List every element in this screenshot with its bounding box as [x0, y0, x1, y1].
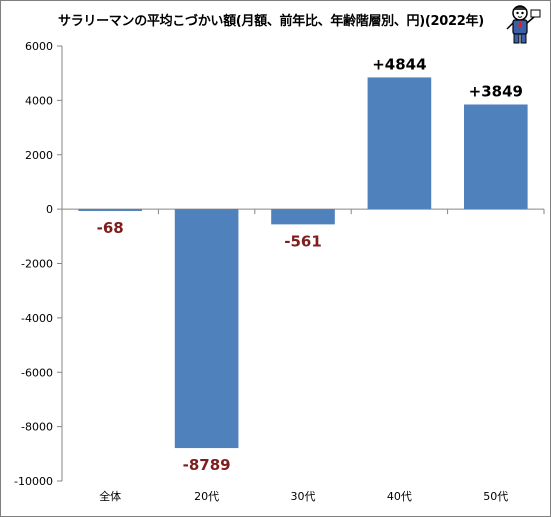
- data-label-5: +3849: [469, 82, 523, 100]
- y-tick-label: 4000: [25, 94, 53, 107]
- data-label-4: +4844: [372, 55, 426, 73]
- x-tick-label: 全体: [99, 489, 121, 503]
- bar-3: [271, 209, 335, 225]
- y-tick-label: -10000: [14, 475, 53, 488]
- y-tick-label: -6000: [21, 366, 53, 379]
- y-tick-label: 6000: [25, 40, 53, 53]
- y-tick-label: 2000: [25, 149, 53, 162]
- bar-1: [78, 209, 143, 211]
- data-label-3: -561: [284, 232, 322, 250]
- bar-5: [463, 104, 528, 210]
- bar-4: [367, 77, 432, 210]
- y-tick-label: -2000: [21, 258, 53, 271]
- y-tick-label: -8000: [21, 421, 53, 434]
- x-tick-label: 30代: [291, 490, 316, 503]
- y-tick-label: 0: [46, 203, 53, 216]
- data-label-2: -8789: [183, 456, 231, 474]
- bar-2: [174, 209, 239, 449]
- chart-title: サラリーマンの平均こづかい額(月額、前年比、年齢階層別、円)(2022年): [58, 14, 484, 29]
- y-tick-label: -4000: [21, 312, 53, 325]
- mascot-icon: [500, 2, 544, 50]
- x-tick-label: 20代: [194, 490, 219, 503]
- x-tick-label: 40代: [387, 490, 412, 503]
- data-label-1: -68: [97, 219, 124, 237]
- x-tick-label: 50代: [483, 490, 508, 503]
